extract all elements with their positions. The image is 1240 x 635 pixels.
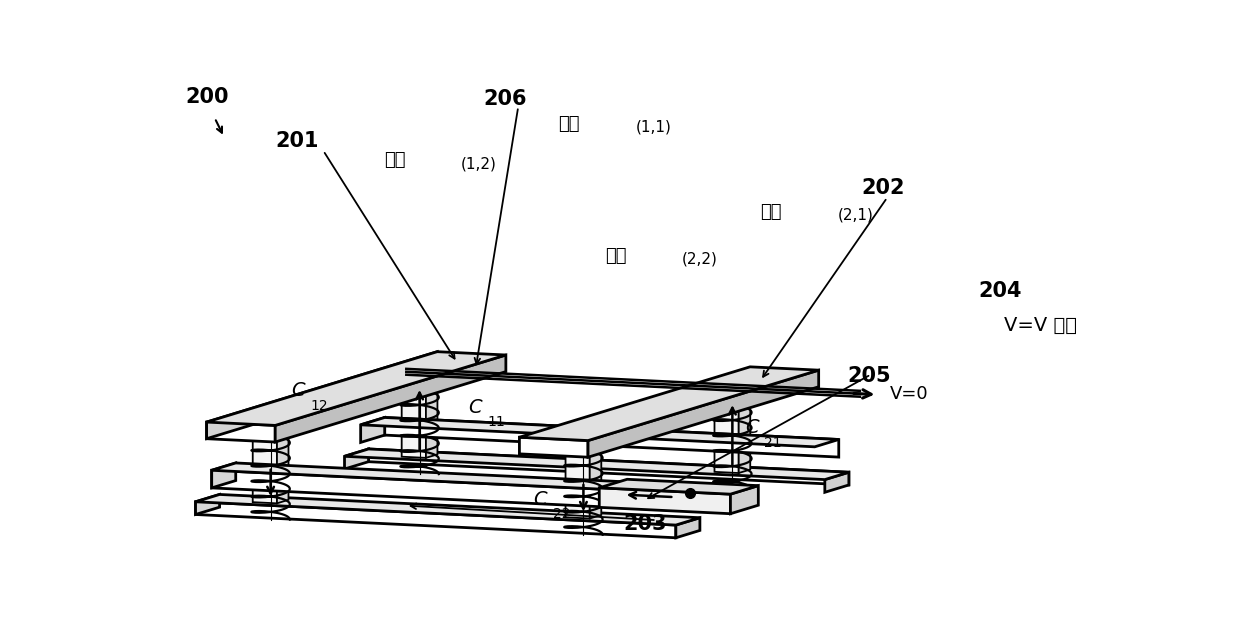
Polygon shape [361,417,838,447]
Polygon shape [714,398,750,403]
Text: 12: 12 [311,399,329,413]
Polygon shape [275,355,506,442]
Text: 200: 200 [186,87,229,107]
Polygon shape [565,443,601,448]
Text: 201: 201 [275,131,319,151]
Text: (1,1): (1,1) [635,119,671,135]
Text: C: C [745,418,759,438]
Text: (1,2): (1,2) [460,156,496,171]
Polygon shape [825,472,849,492]
Polygon shape [520,438,588,457]
Text: 203: 203 [622,514,667,534]
Polygon shape [739,399,750,473]
Polygon shape [402,386,425,458]
Polygon shape [207,352,438,439]
Text: 206: 206 [484,88,527,109]
Polygon shape [196,495,699,525]
Polygon shape [207,422,275,442]
Polygon shape [730,486,759,514]
Polygon shape [714,401,739,473]
Polygon shape [590,444,601,519]
Polygon shape [384,417,838,457]
Text: C: C [533,490,547,509]
Text: (2,2): (2,2) [682,252,718,267]
Polygon shape [345,449,849,479]
Polygon shape [565,447,590,519]
Polygon shape [368,449,849,485]
Polygon shape [361,417,384,443]
Polygon shape [402,383,438,387]
Polygon shape [277,429,289,504]
Polygon shape [207,352,506,425]
Text: 接通: 接通 [760,203,782,221]
Text: 204: 204 [978,281,1022,301]
Text: 205: 205 [847,366,890,386]
Polygon shape [425,384,438,458]
Text: 断开: 断开 [558,114,580,133]
Polygon shape [253,428,289,433]
Text: V=V 偏置: V=V 偏置 [1003,316,1076,335]
Polygon shape [212,463,236,488]
Polygon shape [345,449,368,469]
Text: C: C [469,398,482,417]
Polygon shape [253,432,277,504]
Text: 接通: 接通 [605,247,626,265]
Polygon shape [676,518,699,538]
Text: 202: 202 [862,178,905,197]
Text: V=0: V=0 [890,385,929,403]
Polygon shape [599,479,759,494]
Text: C: C [291,382,305,401]
Text: 22: 22 [553,507,570,521]
Polygon shape [212,471,666,510]
Polygon shape [196,495,219,514]
Polygon shape [599,488,730,514]
Polygon shape [212,463,689,492]
Text: (2,1): (2,1) [837,208,873,223]
Polygon shape [520,367,818,441]
Polygon shape [588,370,818,457]
Text: 21: 21 [764,436,781,450]
Text: 接通: 接通 [383,151,405,169]
Text: 11: 11 [487,415,506,429]
Polygon shape [196,502,676,538]
